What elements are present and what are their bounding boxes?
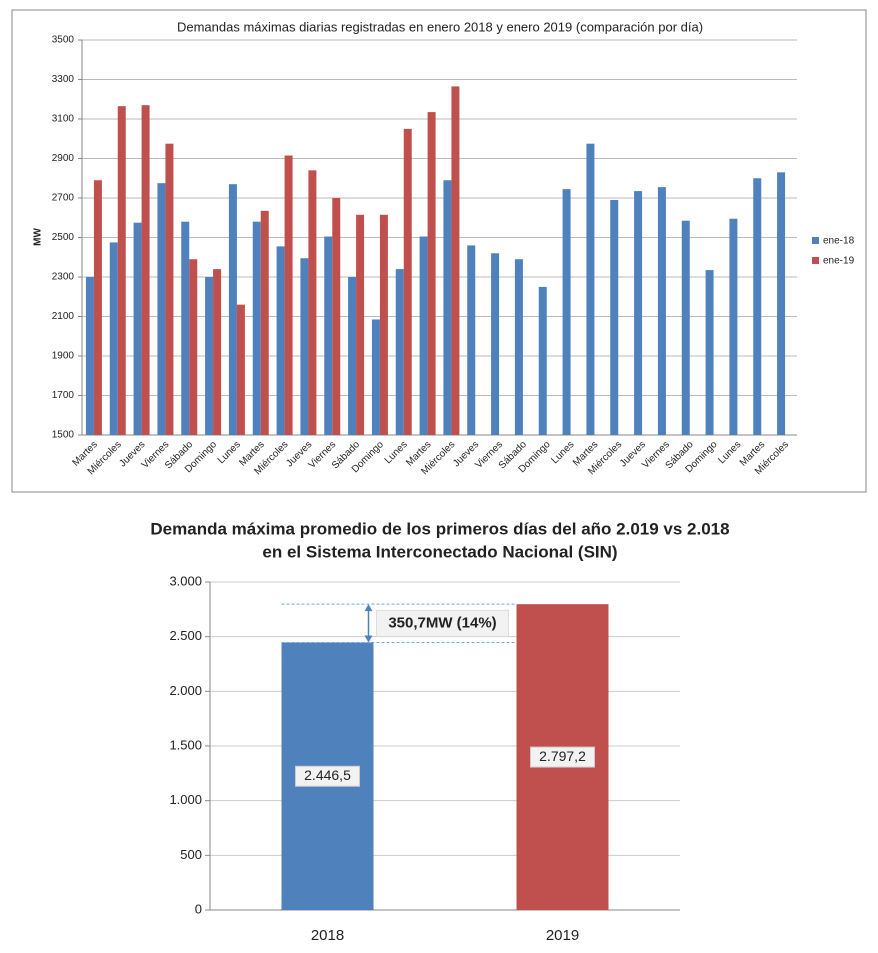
bar <box>276 246 285 435</box>
bar <box>324 236 333 435</box>
bar <box>610 199 619 435</box>
y-tick-label: 3500 <box>52 35 75 46</box>
value-label: 2.797,2 <box>539 748 586 764</box>
y-tick-label: 1.000 <box>169 792 202 807</box>
bar <box>308 170 317 435</box>
bar <box>260 210 269 435</box>
bar <box>356 214 365 435</box>
y-tick-label: 1700 <box>52 390 75 401</box>
x-tick-label: 2018 <box>311 927 344 944</box>
bar <box>157 183 166 435</box>
x-tick-label: 2019 <box>546 927 579 944</box>
bar <box>379 214 388 435</box>
bar <box>538 286 547 435</box>
bar <box>165 143 174 435</box>
y-tick-label: 1.500 <box>169 737 202 752</box>
bar <box>85 277 94 435</box>
y-tick-label: 500 <box>180 847 202 862</box>
y-tick-label: 2300 <box>52 272 75 283</box>
bar <box>395 269 404 435</box>
bar <box>403 128 412 435</box>
bar <box>189 259 198 435</box>
annotation-box <box>376 609 509 637</box>
bar <box>371 319 380 435</box>
bar <box>729 218 738 435</box>
y-tick-label: 2900 <box>52 153 75 164</box>
arrow-head <box>364 635 373 643</box>
bar <box>681 220 690 435</box>
bar <box>117 106 126 435</box>
y-tick-label: 3300 <box>52 74 75 85</box>
bar <box>109 242 118 435</box>
y-tick-label: 2700 <box>52 193 75 204</box>
legend-label: ene-18 <box>823 236 855 247</box>
bar <box>228 184 237 435</box>
bar <box>753 178 762 435</box>
bar <box>419 236 428 435</box>
bar <box>284 155 293 435</box>
bar <box>300 258 309 435</box>
bar <box>348 277 357 435</box>
value-label-box <box>530 746 595 768</box>
y-tick-label: 1500 <box>52 430 75 441</box>
bar <box>133 222 142 435</box>
legend-swatch <box>812 237 819 244</box>
bar <box>705 270 714 435</box>
y-tick-label: 2500 <box>52 232 75 243</box>
y-tick-label: 1900 <box>52 351 75 362</box>
bar <box>586 143 595 435</box>
y-tick-label: 2.000 <box>169 683 202 698</box>
bar <box>427 112 436 436</box>
bar <box>451 86 460 435</box>
y-tick-label: 2.500 <box>169 628 202 643</box>
y-tick-label: 2100 <box>52 311 75 322</box>
bar <box>634 191 643 435</box>
value-label: 2.446,5 <box>304 767 351 783</box>
bar <box>213 269 222 435</box>
bar <box>236 304 245 435</box>
legend-label: ene-19 <box>823 256 855 267</box>
bar <box>205 277 214 435</box>
bar <box>332 198 341 435</box>
bar <box>252 221 261 435</box>
bar <box>777 172 786 435</box>
chart-title: Demanda máxima promedio de los primeros … <box>150 519 729 538</box>
chart-frame <box>11 9 867 493</box>
bar <box>514 259 523 435</box>
y-axis-label: MW <box>33 228 44 246</box>
chart-subtitle: en el Sistema Interconectado Nacional (S… <box>262 542 617 561</box>
bar <box>141 105 150 436</box>
bar <box>181 221 190 435</box>
bar <box>491 253 500 435</box>
arrow-head <box>364 604 373 612</box>
bar <box>467 245 476 435</box>
value-label-box <box>295 765 360 787</box>
y-tick-label: 0 <box>195 901 202 916</box>
bar <box>562 189 571 435</box>
bar <box>93 180 102 435</box>
annotation: 350,7MW (14%) <box>388 614 496 631</box>
y-tick-label: 3.000 <box>169 573 202 588</box>
legend-swatch <box>812 257 819 264</box>
y-tick-label: 3100 <box>52 114 75 125</box>
bar <box>657 187 666 435</box>
bar <box>443 180 452 435</box>
chart-title: Demandas máximas diarias registradas en … <box>177 19 703 34</box>
